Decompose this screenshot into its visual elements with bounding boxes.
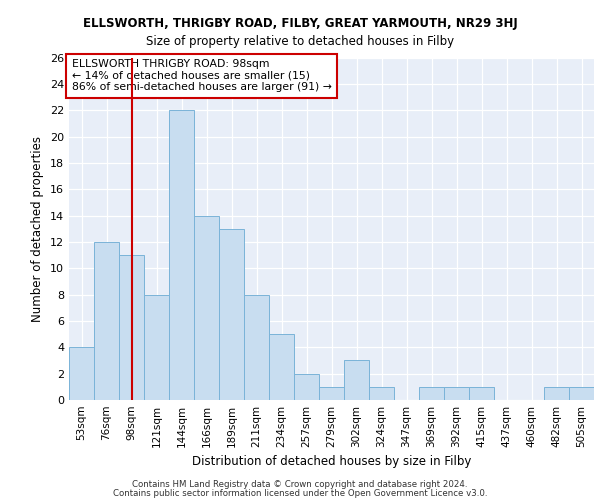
Text: Contains HM Land Registry data © Crown copyright and database right 2024.: Contains HM Land Registry data © Crown c… <box>132 480 468 489</box>
Bar <box>419 387 444 400</box>
Bar <box>294 374 319 400</box>
Text: ELLSWORTH THRIGBY ROAD: 98sqm
← 14% of detached houses are smaller (15)
86% of s: ELLSWORTH THRIGBY ROAD: 98sqm ← 14% of d… <box>71 59 331 92</box>
Bar <box>469 387 494 400</box>
Y-axis label: Number of detached properties: Number of detached properties <box>31 136 44 322</box>
Text: Size of property relative to detached houses in Filby: Size of property relative to detached ho… <box>146 35 454 48</box>
Bar <box>144 294 169 400</box>
Text: Contains public sector information licensed under the Open Government Licence v3: Contains public sector information licen… <box>113 488 487 498</box>
Bar <box>319 387 344 400</box>
Bar <box>569 387 594 400</box>
Bar <box>94 242 119 400</box>
Bar <box>194 216 219 400</box>
X-axis label: Distribution of detached houses by size in Filby: Distribution of detached houses by size … <box>192 456 471 468</box>
Bar <box>119 255 144 400</box>
Bar <box>244 294 269 400</box>
Bar <box>219 229 244 400</box>
Bar <box>444 387 469 400</box>
Bar <box>544 387 569 400</box>
Bar <box>269 334 294 400</box>
Bar <box>344 360 369 400</box>
Bar <box>169 110 194 400</box>
Text: ELLSWORTH, THRIGBY ROAD, FILBY, GREAT YARMOUTH, NR29 3HJ: ELLSWORTH, THRIGBY ROAD, FILBY, GREAT YA… <box>83 18 517 30</box>
Bar <box>369 387 394 400</box>
Bar <box>69 348 94 400</box>
